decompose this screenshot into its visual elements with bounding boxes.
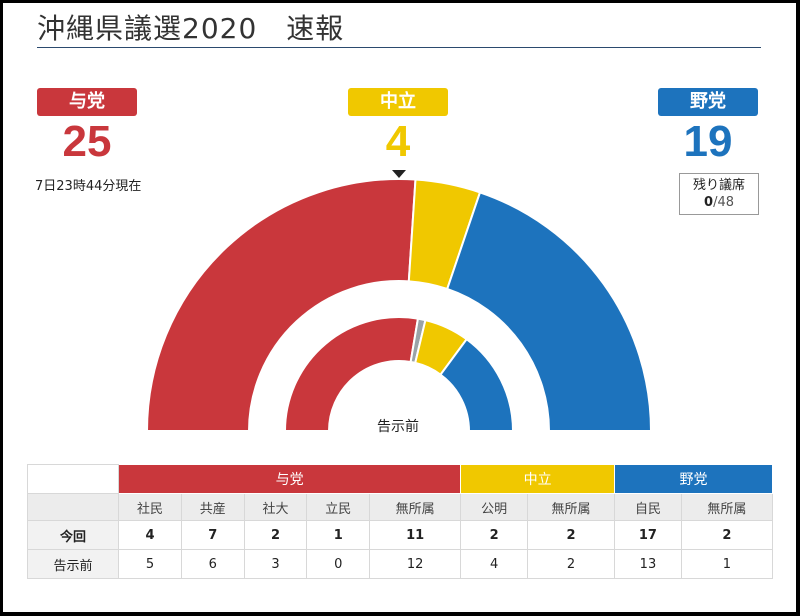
remaining-seats-box: 残り議席 0/48	[679, 173, 759, 215]
title-divider	[37, 47, 761, 48]
row-label: 今回	[26, 520, 120, 550]
neutral-count: 4	[385, 117, 411, 166]
party-header: 無所属	[526, 493, 616, 521]
seat-cell: 1	[680, 549, 774, 579]
page-title: 沖縄県議選2020 速報	[37, 12, 345, 45]
seat-cell: 17	[614, 520, 682, 550]
remaining-seats-value: 0	[704, 195, 714, 210]
seat-cell: 7	[180, 520, 245, 550]
neutral-badge: 中立	[348, 88, 448, 116]
seat-cell: 5	[118, 549, 182, 579]
seat-cell: 2	[460, 520, 528, 550]
seat-cell: 4	[118, 520, 182, 550]
outer-ring-slice-0	[145, 178, 417, 432]
group-header-row: 与党 中立 野党	[26, 464, 773, 494]
seat-cell: 3	[243, 549, 308, 579]
ruling-badge: 与党	[37, 88, 137, 116]
outer-ring-slice-2	[445, 191, 653, 432]
seat-cell: 12	[369, 549, 462, 579]
remaining-seats-value-line: 0/48	[680, 194, 758, 211]
ruling-count: 25	[62, 117, 112, 166]
as-of-timestamp: 7日23時44分現在	[35, 179, 142, 194]
party-header: 公明	[460, 493, 528, 521]
corner-cell	[26, 464, 120, 494]
remaining-seats-total: /48	[713, 195, 734, 210]
opposition-count: 19	[683, 117, 733, 166]
row-label: 告示前	[26, 549, 120, 579]
party-header-blank	[26, 493, 120, 521]
party-header: 立民	[306, 493, 371, 521]
opposition-badge: 野党	[658, 88, 758, 116]
party-header-row: 社民 共産 社大 立民 無所属 公明 無所属 自民 無所属	[26, 493, 774, 521]
group-header-ruling: 与党	[118, 464, 462, 494]
party-header: 共産	[180, 493, 245, 521]
inner-ring	[283, 316, 515, 432]
party-header: 自民	[614, 493, 682, 521]
seat-cell: 6	[180, 549, 245, 579]
seat-arc-chart	[145, 170, 653, 432]
inner-ring-slice-3	[439, 337, 515, 432]
party-header: 社民	[118, 493, 182, 521]
remaining-seats-label: 残り議席	[692, 178, 745, 193]
table-row-current: 今回 4 7 2 1 11 2 2 17 2	[26, 520, 774, 550]
seat-cell: 13	[614, 549, 682, 579]
party-header: 無所属	[369, 493, 462, 521]
seat-cell: 2	[243, 520, 308, 550]
party-header: 社大	[243, 493, 308, 521]
majority-marker-icon	[392, 170, 406, 178]
party-header: 無所属	[680, 493, 774, 521]
table-row-pre-election: 告示前 5 6 3 0 12 4 2 13 1	[26, 549, 774, 579]
inner-ring-label: 告示前	[377, 419, 419, 435]
group-header-neutral: 中立	[460, 464, 616, 494]
seat-cell: 4	[460, 549, 528, 579]
results-table: 与党 中立 野党 社民 共産 社大 立民 無所属 公明 無所属 自民 無所属 今…	[26, 464, 774, 579]
inner-ring-slice-0	[283, 316, 420, 432]
seat-cell: 2	[680, 520, 774, 550]
election-results-panel: 沖縄県議選2020 速報 与党 25 中立 4 野党 19 7日23時44分現在…	[3, 3, 796, 612]
group-header-opposition: 野党	[614, 464, 773, 494]
seat-cell: 11	[369, 520, 462, 550]
outer-ring	[145, 178, 653, 432]
seat-cell: 2	[526, 549, 616, 579]
seat-cell: 0	[306, 549, 371, 579]
seat-cell: 1	[306, 520, 371, 550]
seat-cell: 2	[526, 520, 616, 550]
